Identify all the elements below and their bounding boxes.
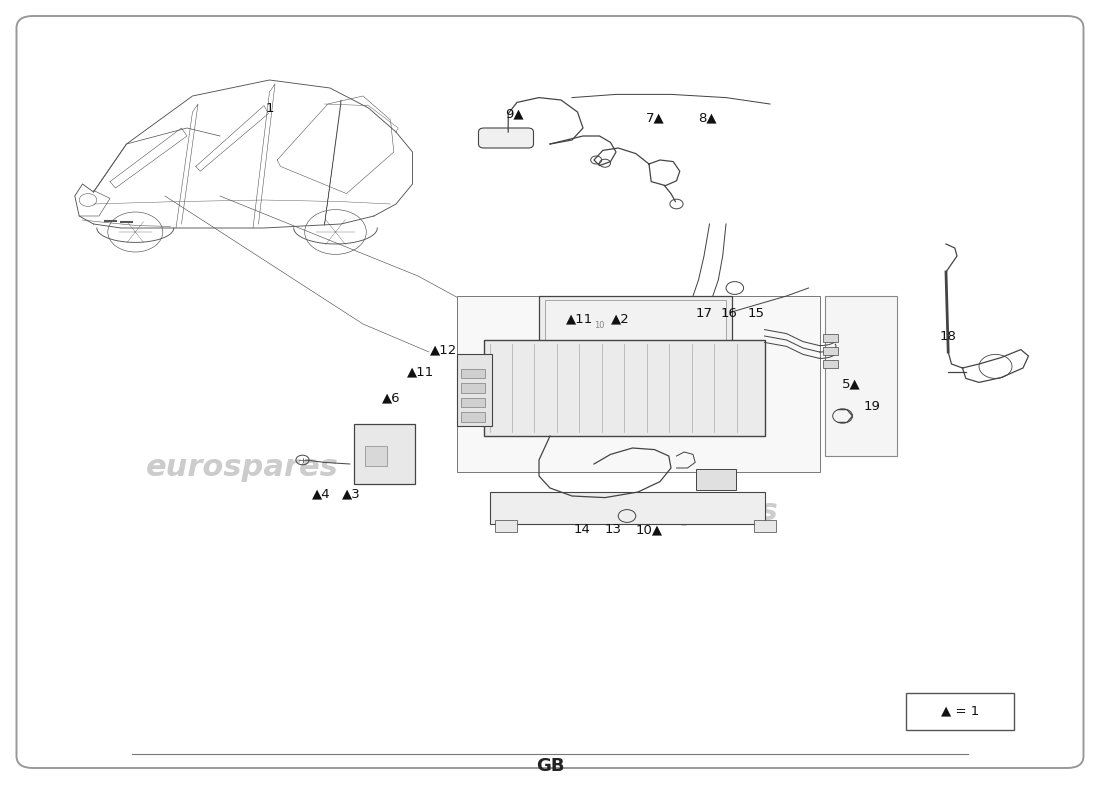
Bar <box>456 354 492 426</box>
Text: 13: 13 <box>604 523 622 536</box>
Text: eurospares: eurospares <box>145 454 339 482</box>
Bar <box>823 334 838 342</box>
Text: 1: 1 <box>265 102 274 114</box>
Text: 18: 18 <box>939 330 957 342</box>
Text: ▲3: ▲3 <box>341 488 361 501</box>
Bar <box>754 520 776 532</box>
Text: 9▲: 9▲ <box>506 108 524 121</box>
Text: ▲ = 1: ▲ = 1 <box>942 705 979 718</box>
Text: 10: 10 <box>594 321 605 330</box>
Bar <box>461 398 485 407</box>
Text: ▲11: ▲11 <box>566 313 593 326</box>
Text: ▲2: ▲2 <box>610 313 630 326</box>
Bar <box>823 347 838 355</box>
Text: ▲4: ▲4 <box>312 488 330 501</box>
Text: 14: 14 <box>573 523 591 536</box>
Bar <box>495 520 517 532</box>
Bar <box>456 296 820 472</box>
Text: 16: 16 <box>720 307 738 320</box>
FancyBboxPatch shape <box>906 693 1014 730</box>
Text: ▲11: ▲11 <box>407 366 433 378</box>
Bar <box>461 383 485 393</box>
Bar <box>544 300 726 352</box>
Bar <box>539 296 732 356</box>
Text: 17: 17 <box>695 307 713 320</box>
Text: ▲12: ▲12 <box>430 344 456 357</box>
Text: 5▲: 5▲ <box>842 378 861 390</box>
FancyBboxPatch shape <box>696 469 736 490</box>
Text: 15: 15 <box>747 307 764 320</box>
Bar <box>461 369 485 378</box>
Bar <box>825 296 896 456</box>
Text: eurospares: eurospares <box>585 498 779 526</box>
Bar <box>365 446 387 466</box>
Text: 10▲: 10▲ <box>636 523 662 536</box>
FancyBboxPatch shape <box>478 128 534 148</box>
Bar <box>461 412 485 422</box>
Bar <box>354 424 415 484</box>
Text: 7▲: 7▲ <box>646 111 666 124</box>
Text: ▲6: ▲6 <box>383 391 400 404</box>
Bar <box>484 340 764 436</box>
Bar <box>823 360 838 368</box>
Text: 19: 19 <box>864 400 881 413</box>
Text: 8▲: 8▲ <box>698 111 716 124</box>
FancyBboxPatch shape <box>16 16 1084 768</box>
Text: GB: GB <box>536 757 564 774</box>
Bar <box>490 492 764 524</box>
